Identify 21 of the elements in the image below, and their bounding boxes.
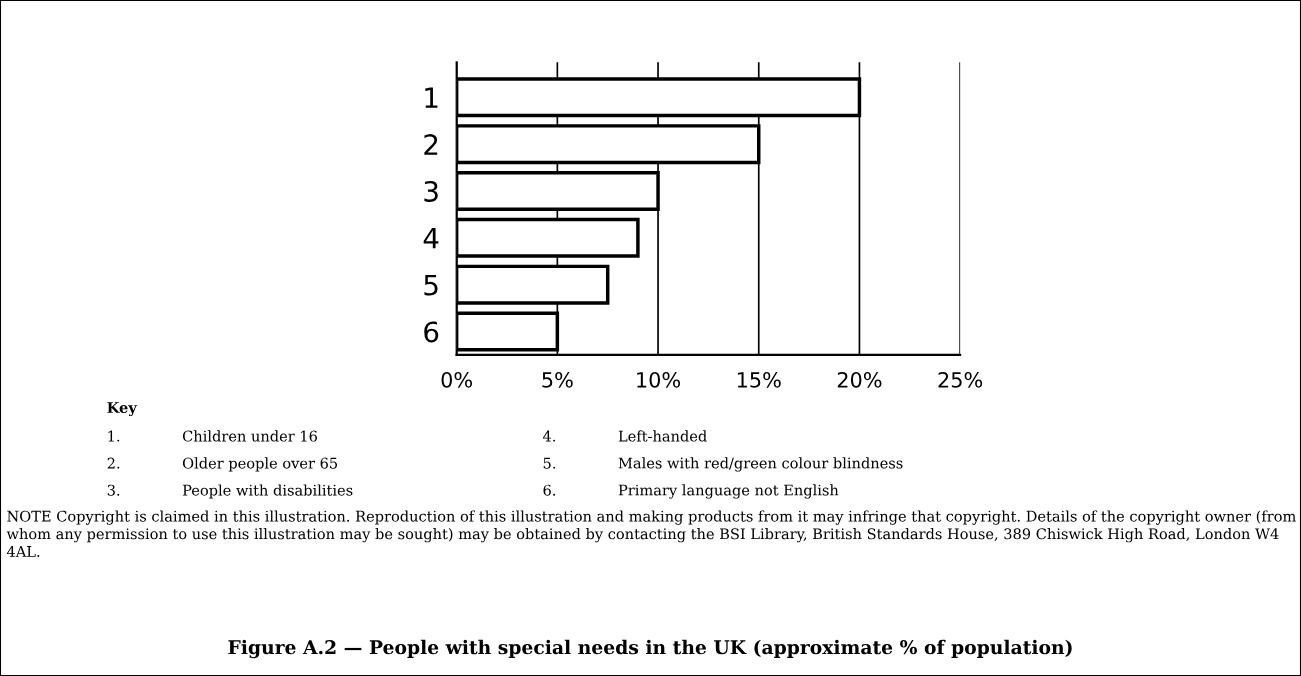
- y-tick-label: 6: [424, 321, 439, 343]
- text: NOTE Copyright is claimed in this illustration. Reproduction of this illustration and making products from it may infringe that copyright. Details of the copyright owner (from whom any permission to use this illustration may be sought) may be obtained by contacting the BSI Library, British Standards House, 389 Chiswick High Road, London W4 4AL.: [6, 510, 1296, 557]
- y-tick-label: 2: [424, 134, 438, 155]
- text: 3. People with disabilities: [107, 484, 353, 499]
- text: Key: [107, 402, 138, 417]
- x-tick-label: 15%: [737, 371, 781, 388]
- text: 6. Primary language not English: [543, 484, 839, 499]
- x-tick-label: 5%: [542, 371, 573, 388]
- text: 1. Children under 16: [108, 430, 317, 442]
- y-tick-label: 5: [424, 274, 438, 296]
- text: Figure A.2 — People with special needs in the UK (approximate % of population): [228, 639, 1072, 659]
- x-tick-label: 25%: [938, 371, 983, 388]
- y-tick-label: 3: [424, 180, 438, 202]
- y-tick-label: 4: [423, 228, 439, 249]
- text: 5. Males with red/green colour blindness: [543, 457, 903, 472]
- y-tick-label: 1: [425, 87, 438, 108]
- text: 2. Older people over 65: [107, 457, 338, 472]
- text: 4. Left-handed: [542, 430, 707, 442]
- x-tick-label: 10%: [637, 371, 681, 388]
- x-tick-label: 0%: [441, 371, 473, 388]
- x-tick-label: 20%: [837, 371, 882, 388]
